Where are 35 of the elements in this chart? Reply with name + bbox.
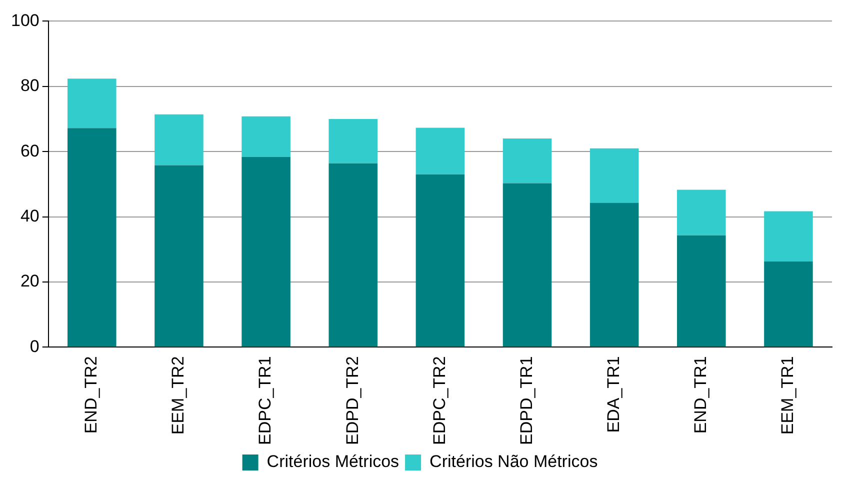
y-tick-label: 0 — [30, 336, 40, 356]
bar — [154, 165, 204, 347]
bar — [764, 211, 813, 262]
bar — [502, 138, 552, 184]
bar — [68, 78, 116, 128]
x-tick-label: END_TR2 — [82, 356, 101, 434]
bar — [677, 235, 726, 347]
bar — [328, 163, 378, 347]
bar — [416, 128, 465, 174]
legend-label: Critérios Não Métricos — [430, 452, 598, 472]
legend-label: Critérios Métricos — [266, 452, 400, 472]
bar — [764, 261, 813, 347]
y-tick-label: 80 — [20, 76, 40, 96]
bar — [590, 202, 639, 347]
y-tick-label: 100 — [10, 10, 40, 30]
y-tick-label: 20 — [20, 272, 40, 291]
x-tick-label: EDPD_TR2 — [342, 356, 362, 446]
bar — [502, 183, 552, 347]
x-tick-label: EEM_TR2 — [168, 356, 188, 435]
x-tick-label: EDPC_TR2 — [430, 356, 449, 446]
bar — [677, 190, 726, 236]
bar — [416, 174, 465, 347]
x-tick-label: EDPD_TR1 — [516, 356, 536, 446]
bar — [242, 156, 290, 347]
bar — [68, 128, 116, 347]
bar — [590, 148, 639, 203]
y-tick-label: 40 — [20, 206, 40, 226]
x-tick-label: END_TR1 — [691, 356, 710, 434]
bar — [154, 114, 204, 166]
y-tick-label: 60 — [20, 141, 40, 160]
x-tick-label: EDPC_TR1 — [256, 356, 275, 446]
bar — [328, 119, 378, 164]
x-tick-label: EEM_TR1 — [778, 356, 798, 435]
x-tick-label: EDA_TR1 — [604, 356, 624, 433]
bar — [242, 116, 290, 157]
